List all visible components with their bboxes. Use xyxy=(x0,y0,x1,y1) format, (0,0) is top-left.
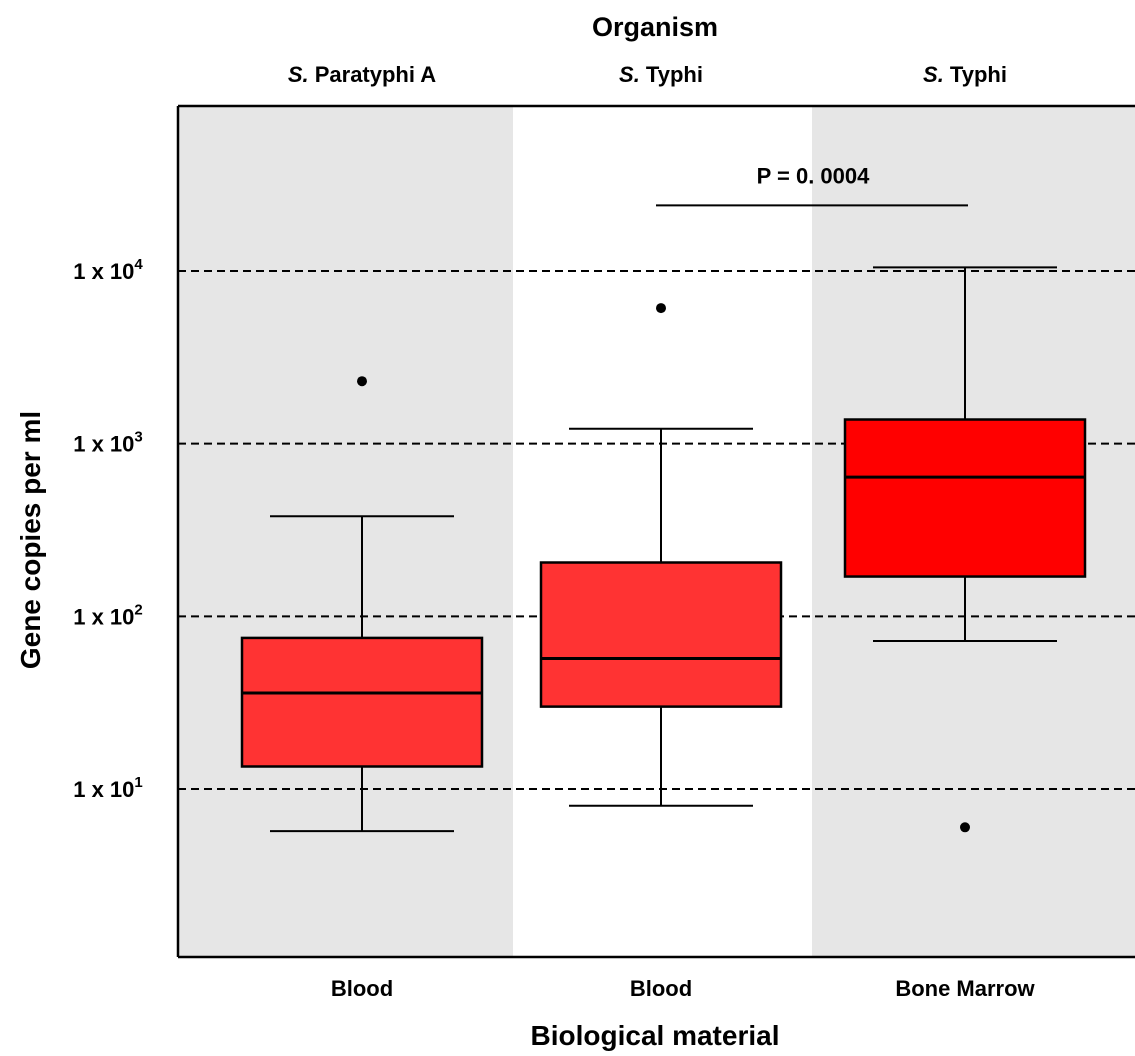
y-tick-label: 1 x 103 xyxy=(73,429,143,457)
organism-label: S. Typhi xyxy=(923,62,1007,87)
y-tick-label: 1 x 102 xyxy=(73,601,143,629)
group-panel-2 xyxy=(513,106,812,957)
outlier-point xyxy=(960,822,970,833)
y-tick-label: 1 x 104 xyxy=(73,256,143,284)
y-axis-label: Gene copies per ml xyxy=(15,411,46,669)
x-tick-label: Blood xyxy=(331,976,393,1001)
iqr-box xyxy=(843,418,1087,578)
p-value-label: P = 0. 0004 xyxy=(757,163,871,188)
x-axis-label: Biological material xyxy=(531,1020,780,1051)
annotations: P = 0. 0004 xyxy=(656,163,968,207)
box-series xyxy=(240,266,1087,833)
axes xyxy=(176,104,1135,959)
group-panel-1 xyxy=(178,106,513,957)
labels: Organism Biological material Gene copies… xyxy=(15,12,1036,1051)
outlier-point xyxy=(656,303,666,314)
outlier-point xyxy=(357,376,367,387)
y-tick-label: 1 x 101 xyxy=(73,774,143,802)
iqr-box xyxy=(539,561,783,708)
organism-label: S. Typhi xyxy=(619,62,703,87)
x-tick-label: Bone Marrow xyxy=(895,976,1035,1001)
x-tick-label: Blood xyxy=(630,976,692,1001)
chart-title: Organism xyxy=(592,12,718,42)
organism-label: S. Paratyphi A xyxy=(288,62,436,87)
iqr-box xyxy=(240,636,484,768)
